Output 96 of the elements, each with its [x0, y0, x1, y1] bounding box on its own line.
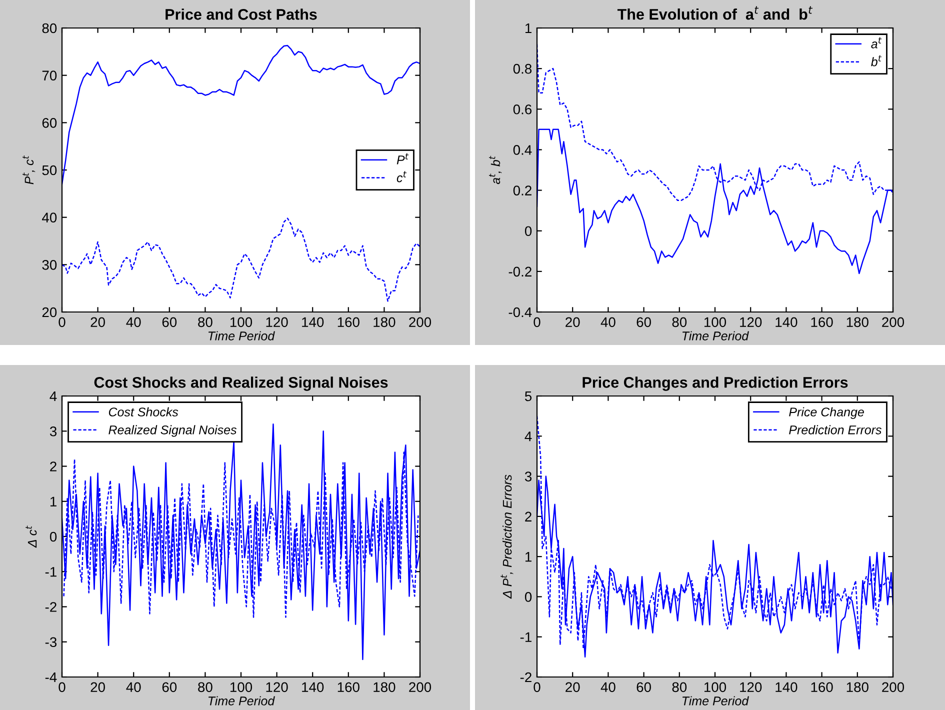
x-tick-label: 40 [126, 317, 141, 328]
x-tick-label: 160 [811, 317, 833, 328]
x-tick-label: 80 [672, 317, 687, 328]
x-tick-label: 40 [600, 317, 616, 328]
x-tick-label: 60 [636, 682, 651, 692]
x-tick-label: 20 [90, 317, 105, 328]
x-tick-label: 100 [704, 682, 726, 692]
x-tick-label: 20 [566, 682, 580, 692]
y-tick-label: -3 [45, 637, 57, 648]
x-tick-label: 120 [266, 317, 288, 328]
x-tick-label: 20 [566, 317, 580, 328]
y-tick-label: 1 [50, 496, 56, 506]
x-tick-label: 100 [704, 317, 726, 328]
y-tick-label: 1 [525, 552, 532, 562]
x-tick-label: 200 [409, 682, 432, 692]
x-tick-label: 140 [302, 317, 324, 328]
x-tick-label: 0 [58, 317, 66, 328]
x-tick-label: 0 [534, 682, 540, 692]
y-tick-label: 0.2 [513, 186, 532, 196]
y-tick-label: 0 [50, 532, 57, 542]
x-tick-label: 80 [198, 317, 212, 328]
x-axis-title: Time Period [682, 331, 749, 340]
y-tick-label: -0.2 [508, 266, 532, 277]
x-tick-label: 60 [636, 317, 651, 328]
y-tick-label: 40 [42, 212, 57, 223]
x-tick-label: 80 [672, 682, 687, 692]
legend-label: a$^{t}$ [871, 37, 882, 48]
y-tick-label: 70 [42, 70, 57, 81]
y-tick-label: 50 [42, 165, 57, 176]
y-tick-label: 2 [50, 462, 56, 472]
x-axis-title: Time Period [208, 696, 275, 706]
y-tick-label: 2 [525, 512, 532, 522]
x-tick-label: 60 [162, 682, 177, 692]
x-tick-label: 100 [230, 317, 252, 328]
x-tick-label: 200 [409, 317, 432, 328]
legend-label: Price Change [789, 407, 864, 419]
y-tick-label: 60 [42, 118, 57, 128]
x-tick-label: 0 [58, 682, 66, 692]
y-tick-label: 3 [524, 472, 532, 482]
y-tick-label: 3 [50, 426, 57, 436]
chart-title: Cost Shocks and Realized Signal Noises [94, 376, 388, 391]
y-tick-label: 1 [525, 23, 532, 34]
y-tick-label: -0.4 [508, 307, 532, 318]
x-tick-label: 180 [374, 317, 396, 328]
legend-label: Prediction Errors [789, 425, 882, 434]
x-tick-label: 120 [740, 682, 762, 692]
y-tick-label: 0.8 [513, 64, 532, 74]
x-tick-label: 160 [338, 682, 360, 692]
x-tick-label: 180 [374, 682, 396, 692]
y-tick-label: 5 [524, 391, 532, 402]
y-tick-label: 0 [524, 226, 532, 236]
y-tick-label: 0 [524, 592, 532, 602]
x-tick-label: 140 [776, 682, 798, 692]
x-axis-title: Time Period [208, 331, 275, 340]
chart-title: The Evolution of a$^{t}$ and b$^{t}$ [617, 6, 813, 20]
x-tick-label: 120 [266, 682, 288, 692]
chart-title: Price and Cost Paths [166, 8, 317, 20]
y-tick-label: 80 [42, 23, 57, 34]
legend-label: Cost Shocks [108, 407, 178, 416]
y-tick-label: 4 [50, 391, 57, 402]
x-tick-label: 180 [846, 317, 868, 328]
y-tick-label: -1 [520, 632, 532, 642]
y-axis-title: Δ P$^{t}$, Prediction Errors [500, 474, 514, 599]
chart-title: Price Changes and Prediction Errors [582, 376, 848, 391]
y-tick-label: 20 [42, 307, 57, 318]
x-tick-label: 60 [162, 317, 177, 328]
legend-label: b$^{t}$ [871, 55, 882, 66]
legend-label: c$^{t}$ [396, 171, 407, 182]
y-tick-label: 0.6 [513, 104, 532, 114]
x-tick-label: 140 [302, 682, 324, 692]
y-tick-label: -1 [45, 567, 56, 577]
x-tick-label: 160 [338, 317, 360, 328]
legend-label: P$^{t}$ [396, 153, 409, 164]
x-tick-label: 160 [811, 682, 833, 692]
x-tick-label: 20 [90, 682, 105, 692]
x-tick-label: 140 [776, 317, 798, 328]
y-tick-label: -2 [520, 672, 532, 682]
y-tick-label: -2 [45, 602, 56, 612]
x-tick-label: 0 [534, 317, 540, 328]
x-tick-label: 180 [846, 682, 868, 692]
legend-label: Realized Signal Noises [108, 425, 237, 437]
y-tick-label: 30 [42, 260, 57, 270]
x-tick-label: 40 [600, 682, 616, 692]
y-axis-title: a$^{t}$, b$^{t}$ [489, 156, 502, 184]
x-tick-label: 120 [740, 317, 762, 328]
y-tick-label: -4 [45, 672, 57, 682]
y-tick-label: 4 [524, 432, 532, 442]
y-axis-title: P$^{t}$, c$^{t}$ [22, 155, 36, 184]
x-tick-label: 200 [882, 682, 904, 692]
x-tick-label: 200 [882, 317, 904, 328]
x-tick-label: 100 [230, 682, 252, 692]
x-tick-label: 80 [198, 682, 212, 692]
x-axis-title: Time Period [682, 696, 749, 706]
y-axis-title: Δ c$^{t}$ [26, 526, 37, 548]
x-tick-label: 40 [126, 682, 141, 692]
y-tick-label: 0.4 [513, 145, 532, 155]
